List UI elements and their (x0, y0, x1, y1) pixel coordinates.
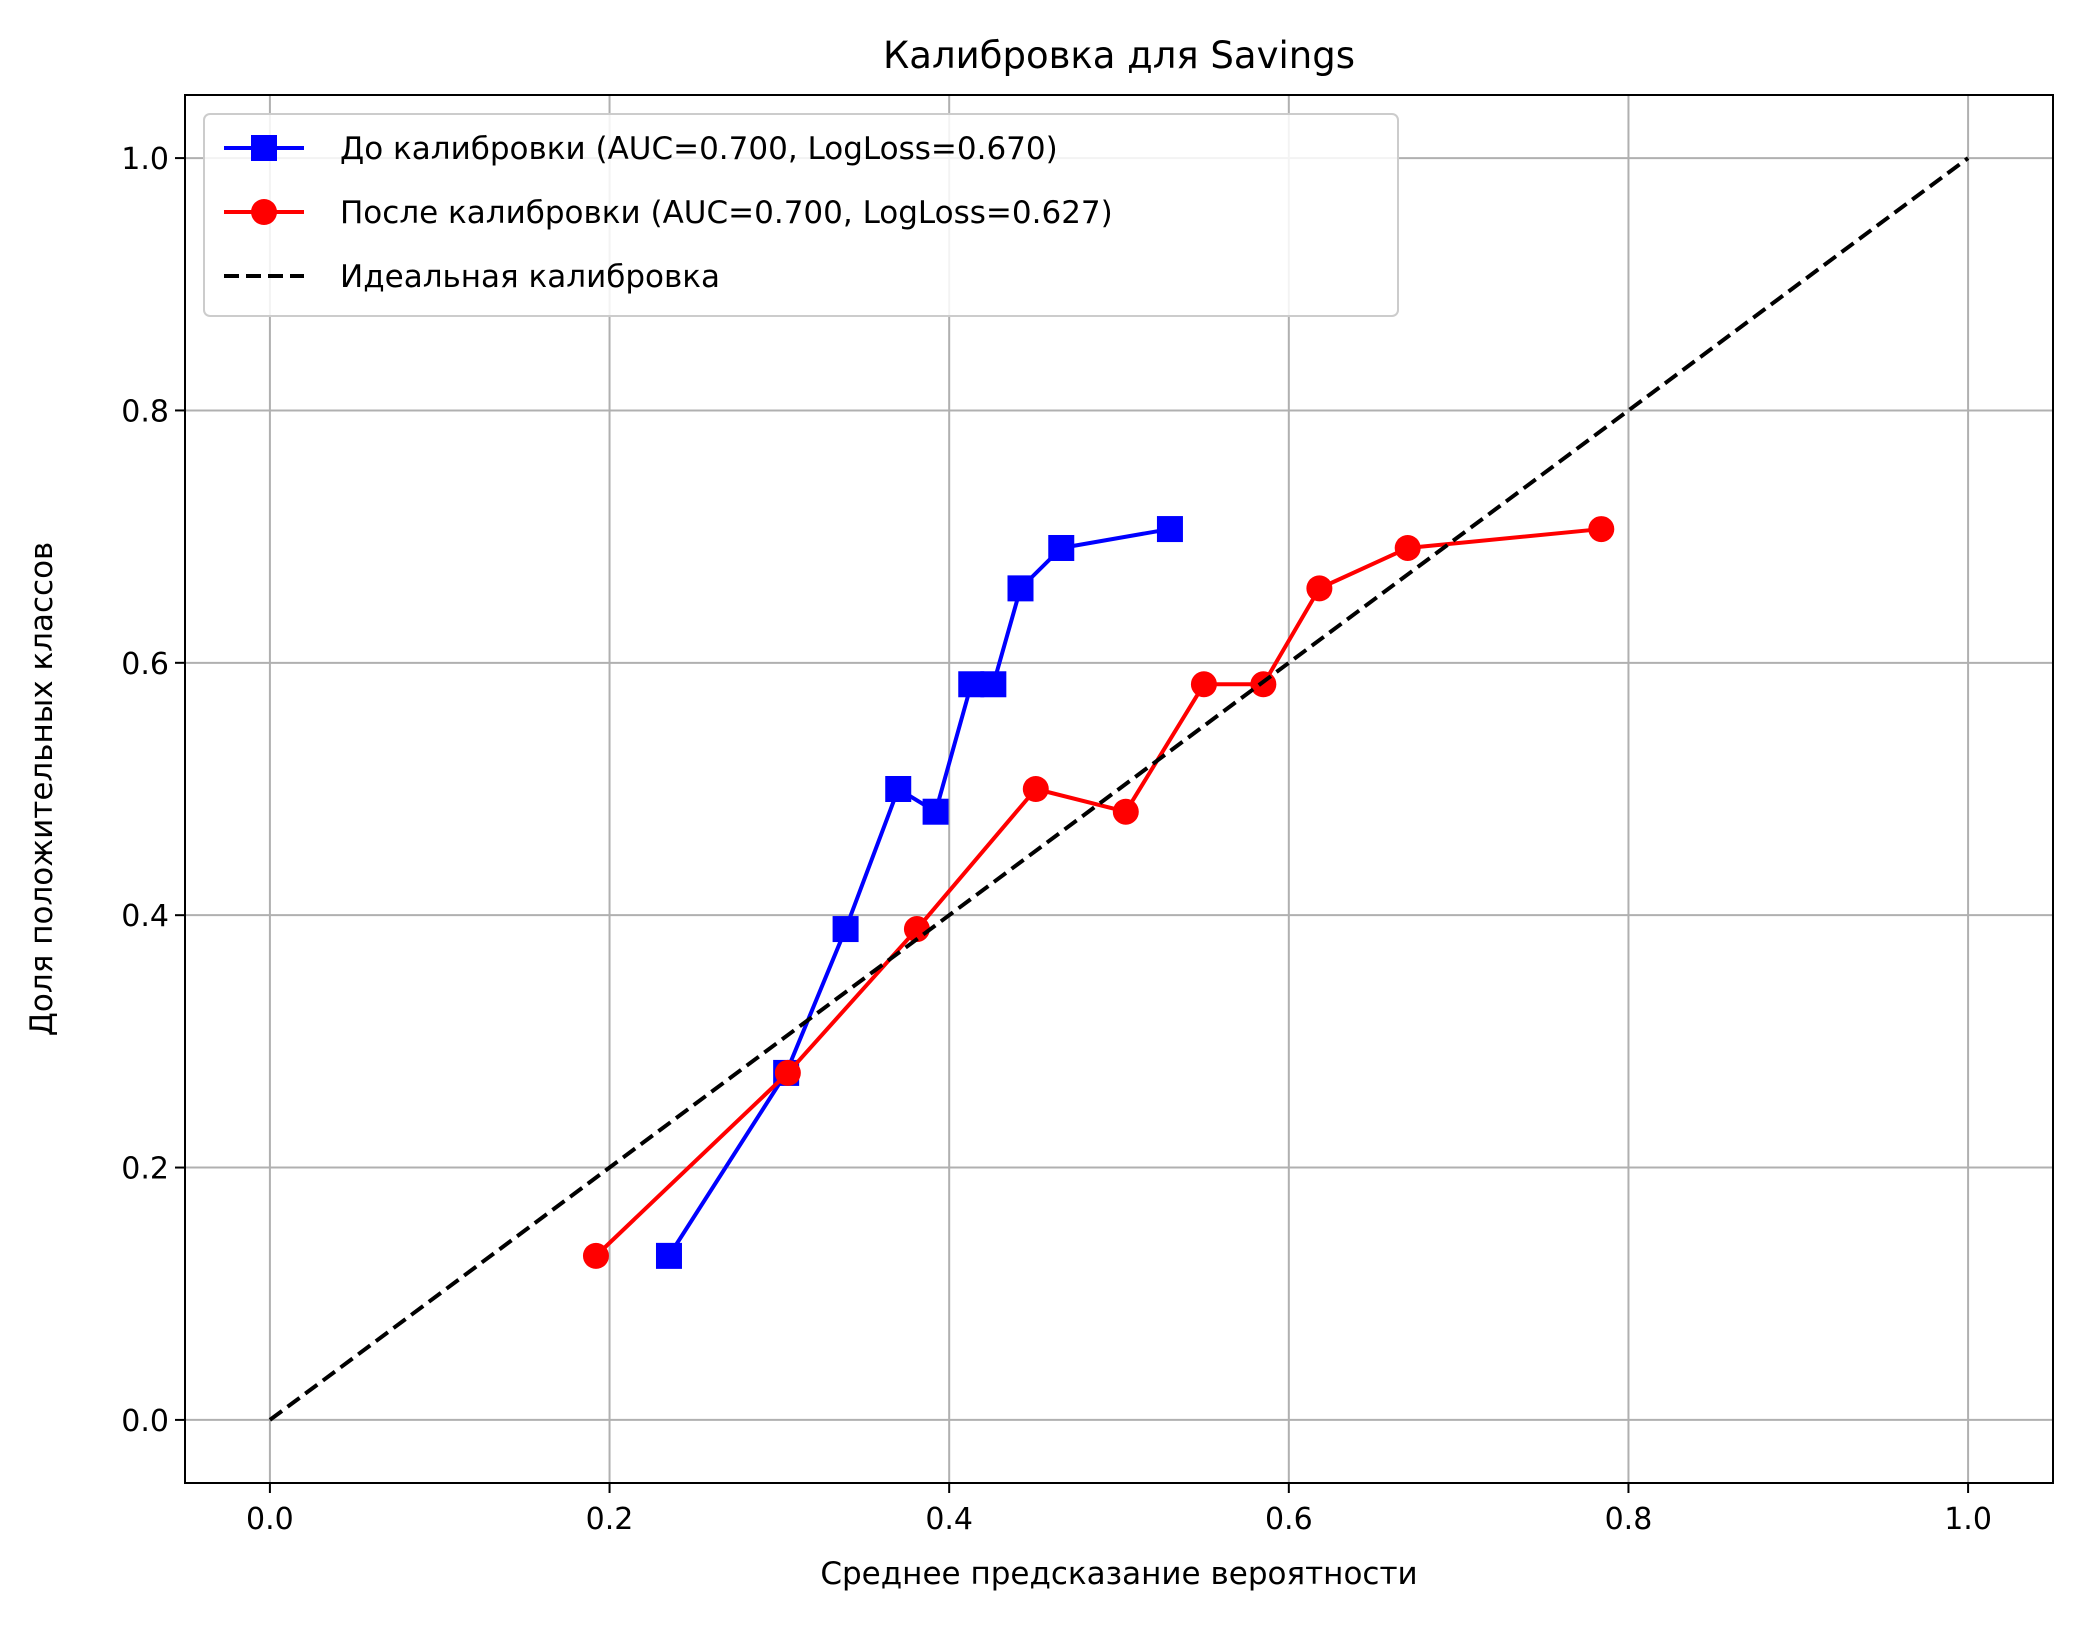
y-tick-label: 0.6 (121, 647, 169, 682)
y-tick-label: 0.4 (121, 899, 169, 934)
series-group (268, 156, 1970, 1422)
x-tick-label: 0.6 (1265, 1502, 1313, 1537)
x-tick-label: 0.0 (246, 1502, 294, 1537)
data-point (922, 798, 949, 825)
x-tick-label: 1.0 (1944, 1502, 1992, 1537)
data-point (903, 916, 930, 943)
x-tick-label: 0.8 (1605, 1502, 1653, 1537)
x-tick-label: 0.4 (925, 1502, 973, 1537)
x-axis-title: Среднее предсказание вероятности (820, 1556, 1417, 1592)
grid (185, 95, 2053, 1483)
data-point (1250, 671, 1277, 698)
legend-label: После калибровки (AUC=0.700, LogLoss=0.6… (340, 195, 1113, 231)
axes: 0.0 0.2 0.4 0.6 0.8 1.0 0.0 0.2 0.4 0.6 0.8 1.0 (121, 94, 2054, 1537)
legend-item-0: До калибровки (AUC=0.700, LogLoss=0.670) (224, 131, 1058, 167)
y-tick-label: 0.8 (121, 394, 169, 429)
data-point (1588, 516, 1615, 543)
data-point (885, 776, 912, 802)
legend-swatch-marker (251, 199, 277, 225)
data-point (1190, 671, 1217, 698)
legend: До калибровки (AUC=0.700, LogLoss=0.670)… (203, 113, 1399, 317)
legend-label: Идеальная калибровка (340, 259, 720, 295)
series-1 (582, 516, 1615, 1269)
data-point (1394, 534, 1421, 561)
data-point (1048, 534, 1075, 561)
y-axis-title: Доля положительных классов (24, 542, 60, 1037)
legend-box (203, 113, 1399, 317)
y-tick-label: 0.0 (121, 1404, 169, 1439)
data-point (1112, 798, 1139, 825)
data-point (774, 1059, 801, 1086)
data-point (958, 671, 985, 698)
plot-frame (184, 94, 2054, 1484)
chart-title: Калибровка для Savings (883, 34, 1355, 77)
x-tick-label: 0.2 (586, 1502, 634, 1537)
legend-swatch-marker (251, 135, 277, 161)
data-point (1306, 575, 1333, 602)
data-point (1007, 575, 1034, 602)
y-tick-label: 1.0 (121, 142, 169, 177)
data-point (582, 1242, 609, 1269)
series-0 (655, 516, 1183, 1269)
legend-label: До калибровки (AUC=0.700, LogLoss=0.670) (340, 131, 1058, 167)
data-point (655, 1242, 682, 1269)
data-point (832, 916, 859, 943)
data-point (1022, 776, 1049, 802)
series-2 (268, 156, 1970, 1422)
series-line (268, 156, 1970, 1422)
data-point (1156, 516, 1183, 543)
data-point (980, 671, 1007, 698)
series-line (667, 527, 1171, 1257)
legend-item-1: После калибровки (AUC=0.700, LogLoss=0.6… (224, 195, 1113, 231)
series-line (594, 527, 1602, 1258)
y-tick-label: 0.2 (121, 1152, 169, 1187)
legend-item-2: Идеальная калибровка (224, 259, 720, 295)
